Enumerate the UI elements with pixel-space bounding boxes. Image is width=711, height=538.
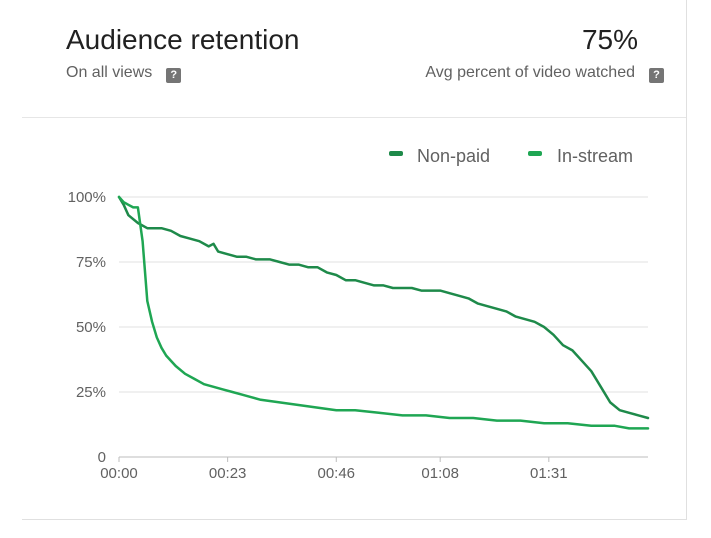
x-tick-label: 00:00 xyxy=(100,465,138,482)
retention-card: Audience retention On all views? 75% Avg… xyxy=(22,0,687,520)
x-tick-label: 01:31 xyxy=(530,465,568,482)
x-tick-label: 01:08 xyxy=(421,465,459,482)
y-tick-label: 25% xyxy=(76,384,106,401)
series-line-nonpaid[interactable] xyxy=(117,195,650,420)
card-subtitle: On all views? xyxy=(66,64,182,83)
legend-label-instream[interactable]: In-stream xyxy=(557,146,633,166)
subtitle-text: On all views xyxy=(66,64,153,81)
series-line-instream[interactable] xyxy=(117,195,650,430)
x-tick-label: 00:23 xyxy=(209,465,247,482)
legend-label-nonpaid[interactable]: Non-paid xyxy=(417,146,490,166)
grid-layer xyxy=(118,196,648,462)
legend-swatch-instream xyxy=(528,151,542,156)
y-tick-label: 50% xyxy=(76,319,106,336)
avg-percent-label: Avg percent of video watched? xyxy=(425,64,664,83)
y-tick-label: 0 xyxy=(98,449,106,466)
y-tick-label: 100% xyxy=(68,189,106,206)
avg-percent-label-text: Avg percent of video watched xyxy=(425,64,635,81)
legend: Non-paid In-stream xyxy=(389,146,633,166)
avg-percent-value: 75% xyxy=(581,24,638,55)
card-title: Audience retention xyxy=(66,24,300,55)
y-tick-label: 75% xyxy=(76,254,106,271)
series-layer xyxy=(117,195,650,430)
tick-layer: 0 25% 50% 75% 100% 00:00 00:23 00:46 01:08 01:31 xyxy=(68,189,568,482)
header-divider xyxy=(22,117,686,118)
x-tick-label: 00:46 xyxy=(317,465,355,482)
legend-swatch-nonpaid xyxy=(389,151,403,156)
help-icon[interactable]: ? xyxy=(649,68,664,83)
help-icon[interactable]: ? xyxy=(166,68,182,83)
